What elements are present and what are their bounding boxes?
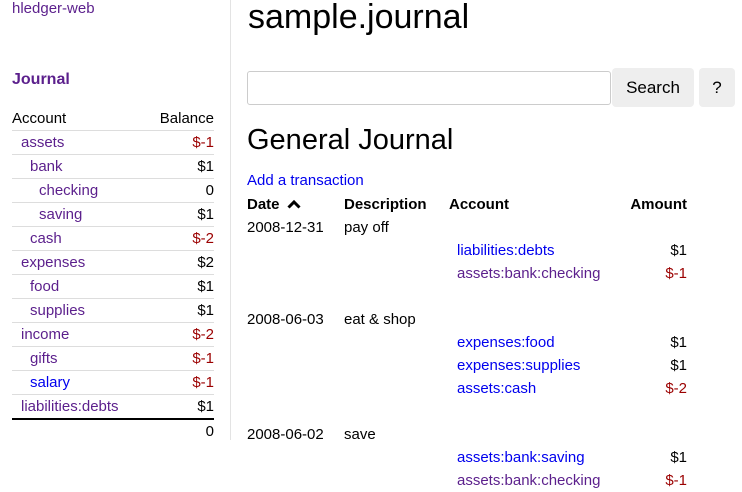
account-link[interactable]: assets [21,134,65,151]
account-column-header: Account [449,196,509,213]
posting-row: liabilities:debts $1 [247,239,687,262]
transaction-description: pay off [344,219,389,236]
account-link[interactable]: cash [30,230,62,247]
transaction-row: 2008-06-02 save [247,423,687,446]
amount-column-header: Amount [630,196,687,213]
transaction-date: 2008-12-31 [247,219,324,236]
transaction-date: 2008-06-02 [247,426,324,443]
account-row: checking 0 [12,178,214,203]
chevron-up-icon [287,199,301,209]
account-balance: $-2 [145,322,214,347]
add-transaction-link[interactable]: Add a transaction [247,172,364,189]
account-row: expenses $2 [12,250,214,275]
posting-row: expenses:supplies $1 [247,354,687,377]
description-column-header: Description [344,196,427,213]
posting-row: assets:cash $-2 [247,377,687,400]
posting-amount: $1 [670,242,687,259]
account-link[interactable]: saving [39,206,83,223]
posting-account-link[interactable]: expenses:food [457,334,555,351]
date-column-header[interactable]: Date [247,193,344,216]
account-link[interactable]: expenses [21,254,86,271]
account-row: liabilities:debts $1 [12,394,214,419]
posting-amount: $-2 [665,380,687,397]
account-row: assets $-1 [12,130,214,155]
search-input[interactable] [247,71,611,105]
transaction-description: save [344,426,376,443]
account-column-header: Account [12,110,67,127]
posting-row: expenses:food $1 [247,331,687,354]
account-link[interactable]: checking [39,182,99,199]
total-balance: 0 [145,418,214,443]
account-balance: $1 [145,298,214,323]
transaction-description: eat & shop [344,311,416,328]
posting-row: assets:bank:checking $-1 [247,262,687,285]
posting-account-link[interactable]: liabilities:debts [457,242,555,259]
journal-heading: General Journal [247,124,454,156]
journal-link[interactable]: Journal [12,71,70,88]
posting-amount: $1 [670,357,687,374]
balance-column-header: Balance [159,110,214,127]
total-row: 0 [12,418,214,443]
account-balance: $1 [145,274,214,299]
help-button[interactable]: ? [699,68,735,107]
posting-account-link[interactable]: assets:bank:checking [457,265,601,282]
posting-amount: $1 [670,449,687,466]
search-button[interactable]: Search [612,68,694,107]
account-balance: $1 [145,394,214,419]
account-link[interactable]: salary [30,374,71,391]
account-row: bank $1 [12,154,214,179]
account-balance: $1 [145,154,214,179]
account-row: cash $-2 [12,226,214,251]
brand-link[interactable]: hledger-web [12,0,95,17]
account-link[interactable]: gifts [30,350,58,367]
account-link[interactable]: liabilities:debts [21,398,119,415]
accounts-table: Account Balance assets $-1 bank $1 checking 0… [12,107,214,443]
account-balance: 0 [145,178,214,203]
transaction-row: 2008-06-03 eat & shop [247,308,687,331]
posting-amount: $1 [670,334,687,351]
posting-account-link[interactable]: assets:cash [457,380,537,397]
account-link[interactable]: income [21,326,70,343]
account-row: food $1 [12,274,214,299]
account-row: salary $-1 [12,370,214,395]
account-row: supplies $1 [12,298,214,323]
account-balance: $-1 [145,130,214,155]
date-header-label: Date [247,196,280,213]
account-balance: $-2 [145,226,214,251]
transactions-table: Date Description Account Amount 2008-12-… [247,193,687,492]
posting-account-link[interactable]: expenses:supplies [457,357,581,374]
account-link[interactable]: food [30,278,60,295]
account-balance: $1 [145,202,214,227]
account-link[interactable]: bank [30,158,63,175]
account-link[interactable]: supplies [30,302,86,319]
posting-account-link[interactable]: assets:bank:saving [457,449,585,466]
page-title: sample.journal [248,0,470,36]
account-row: income $-2 [12,322,214,347]
transaction-row: 2008-12-31 pay off [247,216,687,239]
transaction-date: 2008-06-03 [247,311,324,328]
sidebar: hledger-web Journal Account Balance asse… [0,0,231,443]
account-balance: $2 [145,250,214,275]
posting-amount: $-1 [665,265,687,282]
account-row: saving $1 [12,202,214,227]
account-row: gifts $-1 [12,346,214,371]
account-balance: $-1 [145,370,214,395]
account-balance: $-1 [145,346,214,371]
posting-row: assets:bank:saving $1 [247,446,687,469]
